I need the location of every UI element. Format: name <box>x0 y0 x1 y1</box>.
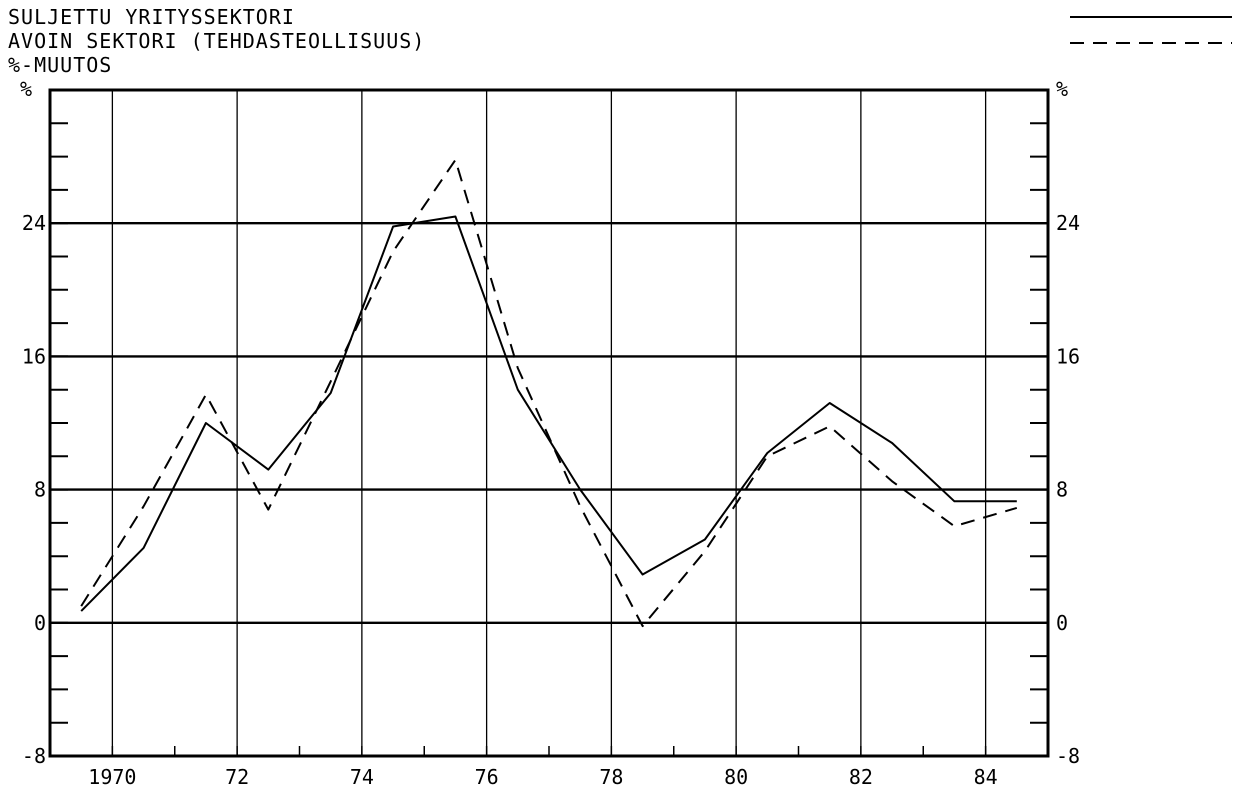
tick-labels: -8 -8 0 0 8 8 16 16 24 24% % 1970 72 74 76 78 80 82 84 <box>20 77 1080 789</box>
y-tick-label-right: 8 <box>1056 478 1068 502</box>
x-tick-label: 84 <box>974 765 998 789</box>
y-tick-label-right: 24 <box>1056 211 1080 235</box>
x-tick-label: 1970 <box>88 765 136 789</box>
y-tick-label-left: 8 <box>34 478 46 502</box>
grid <box>50 90 1048 756</box>
y-tick-label-left: 16 <box>22 344 46 368</box>
y-axis-label-left: % <box>20 77 32 101</box>
series-line-open-sector <box>80 158 1018 628</box>
y-tick-label-left: -8 <box>22 744 46 768</box>
x-tick-label: 82 <box>849 765 873 789</box>
y-tick-label-right: -8 <box>1056 744 1080 768</box>
plot-frame <box>48 88 1050 758</box>
ticks <box>50 122 1048 756</box>
series-line-closed-sector <box>80 215 1017 612</box>
series-lines <box>80 158 1018 628</box>
legend-label-closed-sector: SULJETTU YRITYSSEKTORI <box>8 5 295 29</box>
x-tick-label: 80 <box>724 765 748 789</box>
x-tick-label: 72 <box>225 765 249 789</box>
y-tick-label-left: 24 <box>22 211 46 235</box>
legend-label-open-sector: AVOIN SEKTORI (TEHDASTEOLLISUUS) <box>8 29 426 53</box>
x-tick-label: 74 <box>350 765 374 789</box>
unit-label: %-MUUTOS <box>8 53 113 77</box>
y-tick-label-left: 0 <box>34 611 46 635</box>
x-tick-label: 78 <box>599 765 623 789</box>
y-axis-label-right: % <box>1056 77 1068 101</box>
y-tick-label-right: 16 <box>1056 344 1080 368</box>
x-tick-label: 76 <box>475 765 499 789</box>
legend-swatches <box>1070 16 1232 44</box>
y-tick-label-right: 0 <box>1056 611 1068 635</box>
